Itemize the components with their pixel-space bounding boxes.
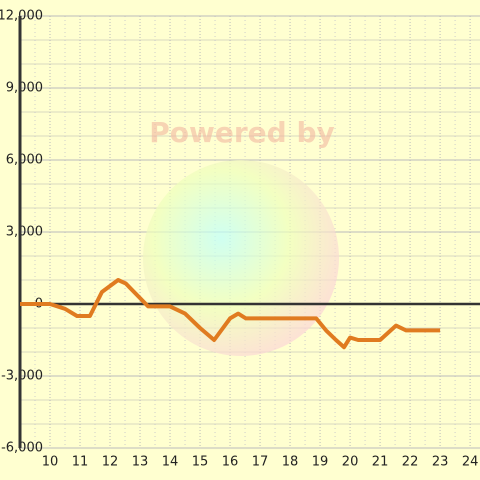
x-tick-label: 17 xyxy=(252,455,269,470)
y-tick-label: -3,000 xyxy=(1,369,43,384)
x-tick-label: 19 xyxy=(312,455,329,470)
y-tick-label: 9,000 xyxy=(6,81,43,96)
x-tick-label: 13 xyxy=(132,455,149,470)
x-tick-label: 23 xyxy=(432,455,449,470)
y-tick-label: 3,000 xyxy=(6,225,43,240)
data-line xyxy=(20,278,441,350)
x-tick-label: 22 xyxy=(402,455,419,470)
y-tick-label: 6,000 xyxy=(6,153,43,168)
x-tick-label: 20 xyxy=(342,455,359,470)
x-tick-label: 14 xyxy=(162,455,179,470)
x-tick-label: 10 xyxy=(42,455,59,470)
y-tick-label: -6,000 xyxy=(1,441,43,456)
x-tick-label: 18 xyxy=(282,455,299,470)
x-tick-label: 12 xyxy=(102,455,119,470)
x-tick-label: 15 xyxy=(192,455,209,470)
watermark-text: Powered by xyxy=(149,116,335,149)
x-tick-label: 11 xyxy=(72,455,89,470)
x-tick-label: 16 xyxy=(222,455,239,470)
x-tick-label: 24 xyxy=(462,455,479,470)
x-tick-label: 21 xyxy=(372,455,389,470)
watermark-logo xyxy=(143,160,339,356)
